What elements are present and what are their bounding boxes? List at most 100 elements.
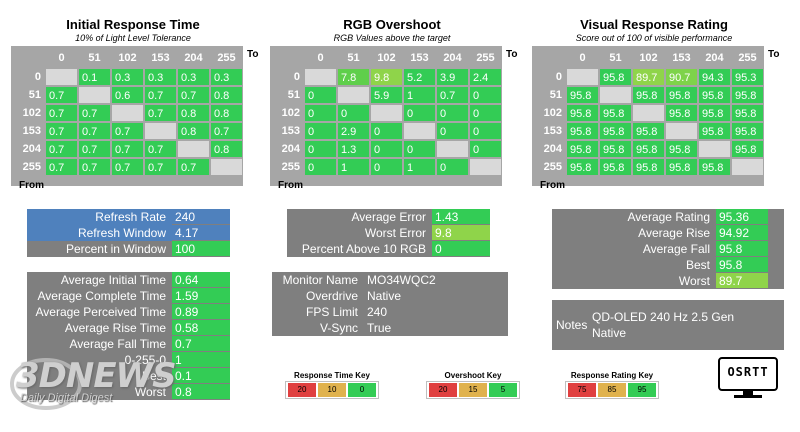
matrix-cell: 0.7	[436, 86, 469, 104]
matrix-cell: 0.8	[210, 104, 243, 122]
times-label: Average Fall Time	[69, 337, 167, 351]
matrix-subtitle: 10% of Light Level Tolerance	[75, 33, 191, 43]
times-label: Average Initial Time	[60, 273, 166, 287]
matrix-cell	[469, 158, 502, 176]
column-header: 0	[317, 52, 324, 64]
matrix-cell: 3.9	[436, 68, 469, 86]
matrix-cell	[403, 122, 436, 140]
times-label: Average Rise Time	[64, 321, 166, 335]
row-header: 255	[543, 161, 562, 173]
key-box	[426, 381, 520, 399]
column-header: 51	[88, 52, 101, 64]
column-header: 255	[217, 52, 236, 64]
watermark: 3DNEWS Daily Digital Digest	[6, 350, 181, 410]
ratings-value: 95.36	[716, 209, 768, 225]
matrix-cell: 95.8	[698, 104, 731, 122]
ratings-label: Average Rating	[627, 210, 711, 224]
to-label: To	[768, 49, 780, 60]
row-header: 51	[28, 89, 41, 101]
matrix-cell	[337, 86, 370, 104]
key-swatch: 5	[489, 383, 517, 397]
matrix-cell: 90.7	[665, 68, 698, 86]
matrix-cell: 95.8	[599, 122, 632, 140]
row-header: 255	[281, 161, 300, 173]
key-swatch: 20	[429, 383, 457, 397]
matrix-cell: 0	[370, 122, 403, 140]
from-label: From	[540, 180, 565, 191]
column-header: 0	[58, 52, 65, 64]
matrix-cell: 0.8	[177, 122, 210, 140]
row-header: 153	[22, 125, 41, 137]
row-header: 204	[543, 143, 562, 155]
matrix-cell: 0.7	[177, 158, 210, 176]
times-label: Best	[141, 369, 166, 383]
matrix-cell: 0.7	[144, 140, 177, 158]
row-header: 153	[543, 125, 562, 137]
refresh-value: 4.17	[172, 225, 230, 241]
matrix-cell: 95.8	[566, 86, 599, 104]
matrix-cell: 7.8	[337, 68, 370, 86]
matrix-cell: 95.3	[731, 68, 764, 86]
matrix-cell: 95.8	[566, 158, 599, 176]
times-value: 0.64	[172, 272, 230, 288]
matrix-title: Initial Response Time	[66, 17, 200, 32]
matrix-cell: 95.8	[632, 86, 665, 104]
column-header: 102	[118, 52, 137, 64]
osrtt-logo: OSRTT	[716, 355, 780, 399]
matrix-cell: 95.8	[599, 68, 632, 86]
column-header: 255	[738, 52, 757, 64]
row-header: 0	[293, 71, 300, 83]
matrix-cell: 5.9	[370, 86, 403, 104]
matrix-cell: 95.8	[632, 158, 665, 176]
matrix-cell: 0.7	[210, 122, 243, 140]
matrix-cell: 0	[403, 104, 436, 122]
matrix-cell: 0.7	[111, 158, 144, 176]
matrix-cell: 95.8	[665, 140, 698, 158]
times-label: 0-255-0	[124, 353, 166, 367]
matrix-cell: 94.3	[698, 68, 731, 86]
matrix-cell: 0	[304, 104, 337, 122]
column-header: 255	[476, 52, 495, 64]
matrix-cell: 0.7	[45, 158, 78, 176]
matrix-cell: 0.3	[177, 68, 210, 86]
notes-value: QD-OLED 240 Hz 2.5 Gen Native	[592, 310, 735, 340]
watermark-logo: 3DNEWS	[16, 356, 177, 396]
matrix-cell: 0	[403, 140, 436, 158]
matrix-cell: 0	[370, 158, 403, 176]
watermark-tagline: Daily Digital Digest	[20, 392, 113, 404]
matrix-cell: 0.7	[144, 86, 177, 104]
times-label: Average Complete Time	[37, 289, 166, 303]
matrix-cell: 0	[370, 140, 403, 158]
matrix-cell: 0.7	[78, 140, 111, 158]
matrix-cell: 1.3	[337, 140, 370, 158]
column-header: 153	[410, 52, 429, 64]
monitor-label: Overdrive	[305, 289, 358, 303]
refresh-value: 100	[172, 241, 230, 257]
column-header: 102	[639, 52, 658, 64]
notes-label: Notes	[556, 318, 588, 332]
to-label: To	[247, 49, 259, 60]
matrix-cell: 0.3	[111, 68, 144, 86]
monitor-value: 240	[367, 305, 388, 319]
matrix-cell: 0	[436, 158, 469, 176]
matrix-title: Visual Response Rating	[580, 17, 728, 32]
error-label: Worst Error	[364, 226, 426, 240]
matrix-cell	[111, 104, 144, 122]
matrix-cell: 1	[337, 158, 370, 176]
matrix-cell: 95.8	[599, 104, 632, 122]
matrix-cell: 95.8	[566, 140, 599, 158]
error-value: 1.43	[432, 209, 490, 225]
matrix-cell: 0.7	[78, 158, 111, 176]
matrix-cell: 95.8	[632, 140, 665, 158]
matrix-cell	[45, 68, 78, 86]
watermark-ring-icon	[10, 358, 82, 410]
monitor-label: FPS Limit	[305, 305, 358, 319]
monitor-label: Monitor Name	[282, 273, 358, 287]
times-value: 1.59	[172, 288, 230, 304]
refresh-value: 240	[172, 209, 230, 225]
matrix-cell: 0.7	[45, 140, 78, 158]
matrix-cell: 0.6	[111, 86, 144, 104]
key-swatch: 95	[628, 383, 656, 397]
times-value: 0.89	[172, 304, 230, 320]
notes-panel: Notes QD-OLED 240 Hz 2.5 Gen Native	[552, 300, 784, 350]
